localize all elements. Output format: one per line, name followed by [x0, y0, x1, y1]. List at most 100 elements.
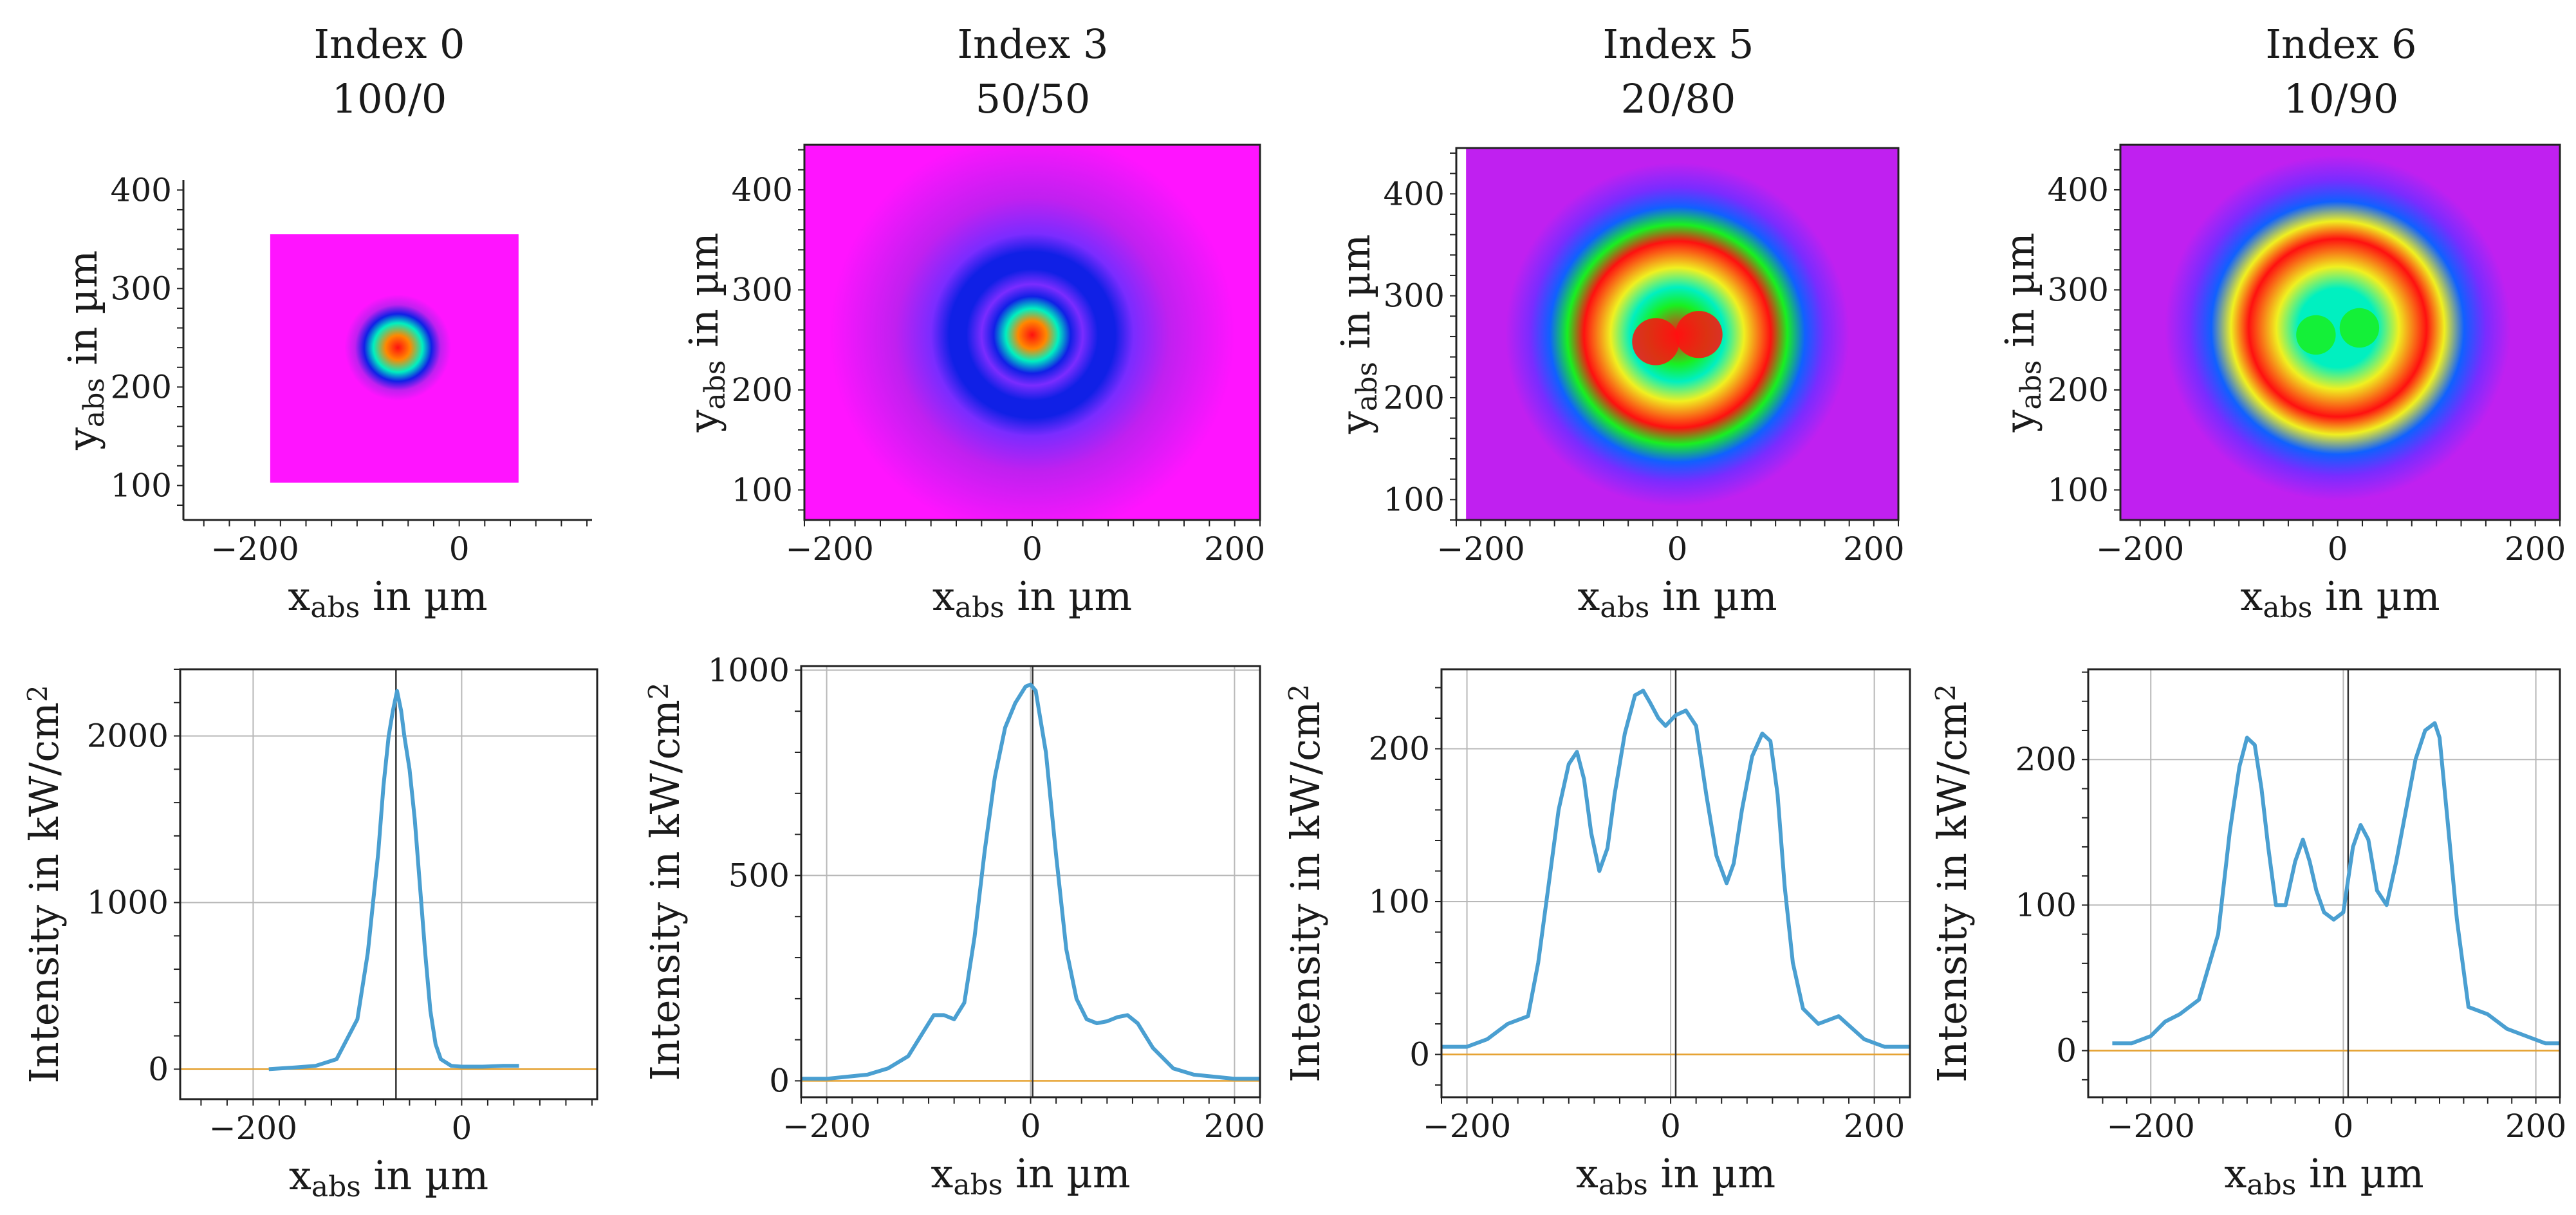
heatmap-panel-0-y-tick-label: 300 [111, 270, 172, 307]
profile-panel-3-y-tick-label: 100 [2015, 886, 2077, 923]
profile-panel-3-y-tick-label: 0 [2056, 1032, 2077, 1070]
profile-panel-0-frame [179, 668, 598, 1100]
heatmap-panel-2-y-tick-label: 400 [1384, 175, 1445, 212]
heatmap-panel-1-y-tick-label: 200 [732, 371, 793, 409]
profile-panel-1-ticks [795, 669, 1261, 1104]
profile-panel-3-frame [2087, 668, 2561, 1099]
profile-panel-2-y-tick-label: 200 [1369, 730, 1430, 768]
heatmap-panel-2-lobe [1675, 311, 1723, 358]
heatmap-panel-3-lobe [2339, 308, 2380, 348]
profile-panel-2-x-axis-label: xabs in µm [1576, 1150, 1775, 1201]
y-label-main: Intensity in kW/cm [1282, 701, 1329, 1082]
x-label-main: x [931, 1150, 953, 1197]
x-label-sub: abs [1600, 591, 1649, 624]
profile-panel-1-grid [801, 666, 1260, 1097]
heatmap-panel-0-ticks [177, 189, 588, 526]
x-label-sub: abs [955, 591, 1005, 624]
profile-panel-1-x-tick-label: −200 [783, 1108, 871, 1145]
x-label-sub: abs [310, 591, 360, 624]
profile-panel-2-y-axis-label: Intensity in kW/cm2 [1282, 684, 1329, 1082]
heatmap-panel-2-y-axis-label: yabs in µm [1332, 234, 1384, 434]
y-label-rest: in µm [1996, 232, 2043, 360]
heatmap-panel-2-y-tick-label: 200 [1384, 379, 1445, 416]
y-label-rest: in µm [1332, 234, 1379, 362]
heatmap-panel-1-title: Index 3 [958, 21, 1109, 68]
y-label-main: Intensity in kW/cm [21, 702, 68, 1083]
heatmap-panel-2-x-tick-label: 0 [1667, 530, 1688, 568]
x-label-rest: in µm [1648, 1150, 1775, 1197]
heatmap-panel-2-y-tick-label: 100 [1384, 481, 1445, 518]
profile-panel-0-x-tick-label: −200 [209, 1109, 297, 1147]
heatmap-panel-1-x-axis-label: xabs in µm [932, 573, 1132, 624]
y-label-main: y [1996, 410, 2043, 433]
heatmap-panel-2-y-tick-label: 300 [1384, 277, 1445, 315]
profile-panel-3-x-axis-label: xabs in µm [2224, 1150, 2423, 1201]
heatmap-panel-1-y-tick-label: 100 [732, 471, 793, 508]
heatmap-panel-1-ticks [798, 149, 1261, 526]
y-label-rest: in µm [59, 250, 106, 378]
y-label-sup: 2 [22, 685, 53, 702]
heatmap-panel-1-subtitle: 50/50 [976, 75, 1091, 122]
profile-panel-2-ticks [1435, 687, 1901, 1104]
heatmap-panel-2-lobe [1632, 318, 1680, 366]
y-label-sup: 2 [1283, 684, 1315, 701]
profile-panel-2-frame [1440, 668, 1911, 1099]
x-label-sub: abs [2247, 1169, 2296, 1201]
x-label-rest: in µm [1005, 573, 1132, 620]
heatmap-panel-0-y-axis-label: yabs in µm [59, 250, 111, 450]
y-label-rest: in µm [680, 232, 727, 360]
x-label-main: x [1576, 1150, 1598, 1197]
heatmap-panel-1-x-tick-label: 200 [1204, 530, 1265, 568]
x-label-main: x [2224, 1150, 2247, 1197]
heatmap-panel-3-x-tick-label: 200 [2505, 530, 2566, 568]
heatmap-panel-3-x-tick-label: 0 [2328, 530, 2348, 568]
x-label-sub: abs [1598, 1169, 1648, 1201]
x-label-main: x [288, 573, 310, 620]
heatmap-panel-1-y-axis-label: yabs in µm [680, 232, 732, 432]
heatmap-panel-2-subtitle: 20/80 [1621, 75, 1736, 122]
profile-panel-2-y-tick-label: 0 [1409, 1036, 1430, 1073]
heatmap-panel-2-ticks [1450, 152, 1899, 526]
heatmap-panel-2-title: Index 5 [1603, 21, 1754, 68]
profile-panel-0-y-tick-label: 0 [148, 1050, 169, 1088]
profile-panel-3-y-axis-label: Intensity in kW/cm2 [1929, 684, 1976, 1082]
profile-panel-1-x-tick-label: 200 [1204, 1108, 1265, 1145]
heatmap-panel-3-subtitle: 10/90 [2284, 75, 2399, 122]
y-label-main: Intensity in kW/cm [1929, 701, 1976, 1082]
heatmap-panel-1-x-tick-label: −200 [786, 530, 874, 568]
y-label-main: y [680, 410, 727, 433]
heatmap-panel-3-y-tick-label: 200 [2048, 371, 2109, 409]
heatmap-panel-0-x-tick-label: −200 [210, 530, 299, 568]
heatmap-panel-3-y-tick-label: 300 [2048, 271, 2109, 308]
y-label-main: Intensity in kW/cm [642, 700, 689, 1081]
profile-panel-0-y-tick-label: 2000 [87, 718, 169, 755]
profile-panel-0-x-axis-label: xabs in µm [289, 1152, 488, 1203]
heatmap-panel-0-y-tick-label: 400 [111, 171, 172, 209]
heatmap-panel-0-x-tick-label: 0 [449, 530, 470, 568]
heatmap-panel-1-beam-image [804, 145, 1260, 520]
x-label-sub: abs [2263, 591, 2312, 624]
profile-panel-3-y-tick-label: 200 [2015, 741, 2077, 778]
x-label-sub: abs [953, 1169, 1003, 1201]
heatmap-panel-3-title: Index 6 [2266, 21, 2417, 68]
heatmap-panel-3-y-axis-label: yabs in µm [1996, 232, 2048, 432]
profile-panel-0-intensity-curve [268, 689, 519, 1071]
y-label-sub: abs [2015, 360, 2048, 410]
profile-panel-1-y-tick-label: 0 [769, 1062, 790, 1099]
x-label-main: x [932, 573, 955, 620]
profile-panel-3-intensity-curve [2112, 721, 2560, 1046]
x-label-rest: in µm [2296, 1150, 2423, 1197]
profile-panel-3-x-tick-label: 200 [2505, 1108, 2566, 1145]
profile-panel-2-x-tick-label: 0 [1660, 1108, 1681, 1145]
y-label-sub: abs [1351, 362, 1384, 411]
profile-panel-1-x-axis-label: xabs in µm [931, 1150, 1130, 1201]
x-label-main: x [2240, 573, 2263, 620]
profile-panel-3-ticks [2082, 671, 2561, 1104]
heatmap-panel-3-beam-image [2120, 145, 2560, 520]
x-label-rest: in µm [360, 573, 487, 620]
profile-panel-3-x-tick-label: −200 [2107, 1108, 2195, 1145]
profile-panel-2-x-tick-label: −200 [1423, 1108, 1511, 1145]
profile-panel-2-y-tick-label: 100 [1369, 883, 1430, 920]
profile-panel-2-x-tick-label: 200 [1844, 1108, 1905, 1145]
